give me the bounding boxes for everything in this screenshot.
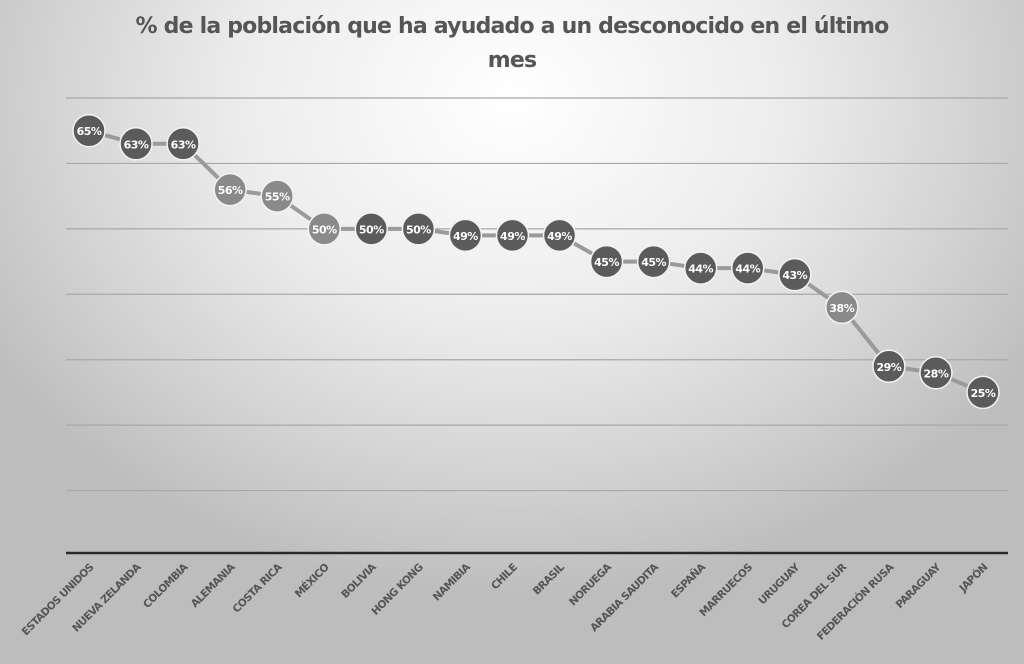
data-label: 45% bbox=[594, 256, 619, 269]
data-label: 63% bbox=[171, 138, 196, 151]
data-point: 44% bbox=[683, 251, 718, 285]
data-marker bbox=[307, 212, 342, 246]
data-label: 38% bbox=[829, 302, 854, 315]
data-label: 44% bbox=[688, 263, 713, 276]
data-label: 50% bbox=[312, 223, 337, 236]
x-tick-label: NAMIBIA bbox=[431, 561, 474, 604]
x-tick-label: JAPÓN bbox=[956, 561, 990, 595]
data-marker bbox=[589, 244, 624, 279]
data-marker bbox=[495, 218, 530, 253]
gridlines bbox=[66, 97, 1008, 492]
data-point: 29% bbox=[872, 349, 906, 384]
x-tick-label: BOLIVIA bbox=[339, 561, 379, 601]
data-marker bbox=[260, 179, 294, 213]
data-label: 29% bbox=[876, 361, 901, 374]
data-label: 55% bbox=[265, 191, 290, 204]
x-tick-label: ESPAÑA bbox=[668, 560, 709, 601]
data-marker bbox=[636, 244, 671, 279]
data-point: 45% bbox=[636, 244, 671, 279]
x-tick-label: COLOMBIA bbox=[141, 561, 191, 611]
data-point: 43% bbox=[778, 257, 812, 292]
data-point: 50% bbox=[307, 212, 342, 246]
data-label: 44% bbox=[735, 263, 760, 276]
data-marker bbox=[401, 212, 436, 246]
data-label: 49% bbox=[547, 230, 572, 243]
data-point: 63% bbox=[119, 127, 153, 161]
data-label: 43% bbox=[782, 269, 807, 282]
data-point: 50% bbox=[354, 212, 389, 246]
x-tick-label: PARAGUAY bbox=[894, 561, 944, 611]
data-label: 28% bbox=[924, 367, 949, 380]
data-point: 50% bbox=[401, 212, 436, 246]
x-tick-label: BRASIL bbox=[531, 561, 568, 598]
data-marker bbox=[354, 212, 389, 246]
series-line bbox=[88, 128, 984, 395]
data-marker bbox=[730, 251, 765, 285]
chart-title: % de la población que ha ayudado a un de… bbox=[135, 14, 890, 73]
data-marker bbox=[966, 375, 1000, 410]
data-point: 38% bbox=[825, 290, 859, 325]
data-label: 65% bbox=[77, 125, 102, 138]
data-point: 44% bbox=[730, 251, 765, 285]
data-point: 49% bbox=[542, 218, 577, 253]
data-point: 63% bbox=[166, 127, 200, 161]
data-point: 55% bbox=[260, 179, 294, 213]
data-point: 49% bbox=[495, 218, 530, 253]
data-point: 56% bbox=[213, 172, 247, 207]
data-point: 28% bbox=[919, 356, 953, 390]
data-label: 25% bbox=[971, 387, 996, 400]
x-tick-label: NORUEGA bbox=[567, 561, 615, 609]
data-marker bbox=[166, 127, 200, 161]
data-marker bbox=[778, 257, 812, 292]
data-point: 65% bbox=[72, 113, 106, 148]
data-label: 49% bbox=[500, 230, 525, 243]
data-point: 49% bbox=[448, 218, 483, 253]
data-marker bbox=[542, 218, 577, 253]
x-tick-label: ALEMANIA bbox=[189, 561, 239, 611]
data-marker bbox=[119, 127, 153, 161]
data-marker bbox=[919, 356, 953, 390]
data-label: 45% bbox=[641, 256, 666, 269]
data-marker bbox=[72, 113, 106, 148]
data-marker bbox=[872, 349, 906, 384]
data-point: 25% bbox=[966, 375, 1000, 410]
x-tick-label: MÉXICO bbox=[292, 560, 332, 600]
data-label: 50% bbox=[406, 223, 431, 236]
data-label: 56% bbox=[218, 184, 243, 197]
x-tick-label: COSTA RICA bbox=[230, 561, 285, 616]
data-point: 45% bbox=[589, 244, 624, 279]
data-marker bbox=[683, 251, 718, 285]
data-marker bbox=[825, 290, 859, 325]
data-label: 63% bbox=[124, 138, 149, 151]
data-marker bbox=[213, 172, 247, 207]
x-tick-label: URUGUAY bbox=[756, 561, 802, 607]
x-tick-label: CHILE bbox=[489, 561, 520, 592]
data-label: 50% bbox=[359, 223, 384, 236]
x-tick-label: FEDERACIÓN RUSA bbox=[814, 560, 897, 643]
data-label: 49% bbox=[453, 230, 478, 243]
data-points: 65% 63% 63% 56% 55% 50% 50% 50% 49% 49% 49% 45% 45% 4… bbox=[72, 113, 1000, 410]
data-marker bbox=[448, 218, 483, 253]
series-polyline bbox=[88, 128, 984, 395]
